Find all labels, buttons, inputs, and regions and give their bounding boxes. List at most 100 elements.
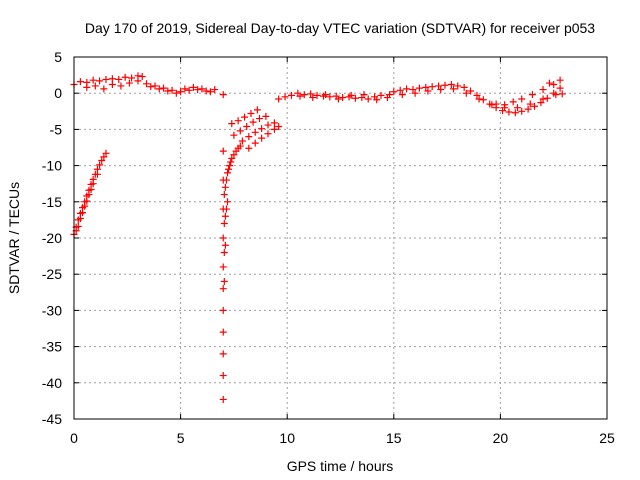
data-point-marker	[89, 76, 97, 84]
data-point-marker	[437, 86, 445, 94]
data-point-marker	[108, 81, 116, 89]
data-point-marker	[270, 125, 278, 133]
data-point-marker	[492, 100, 500, 108]
data-point-marker	[386, 91, 394, 99]
data-point-marker	[245, 144, 253, 152]
data-point-marker	[449, 85, 457, 93]
series-morning-baseline	[70, 72, 227, 99]
y-tick-label: -20	[42, 230, 62, 246]
y-tick-label: -30	[42, 302, 62, 318]
data-point-marker	[198, 85, 206, 93]
data-point-marker	[219, 372, 227, 380]
data-point-marker	[221, 212, 229, 220]
data-point-marker	[251, 128, 259, 136]
data-point-marker	[552, 91, 560, 99]
data-point-marker	[221, 241, 229, 249]
data-point-marker	[121, 73, 129, 81]
x-axis-label: GPS time / hours	[287, 458, 394, 474]
data-point-marker	[83, 83, 91, 91]
data-point-marker	[102, 149, 110, 157]
data-point-marker	[219, 263, 227, 271]
data-point-marker	[556, 76, 564, 84]
data-point-marker	[185, 86, 193, 94]
y-axis-label: SDTVAR / TECUs	[6, 182, 22, 294]
series-recovery-branches	[228, 106, 283, 152]
data-point-marker	[258, 125, 266, 133]
data-point-marker	[202, 87, 210, 95]
axis-ticks: 0 5 10 15 20 25 5 0 -5 -10 -15 -20 -25 -30 -35 -40 -45	[42, 49, 615, 446]
y-tick-label: -35	[42, 339, 62, 355]
data-point-marker	[211, 86, 219, 94]
data-point-marker	[526, 100, 534, 108]
data-point-marker	[219, 350, 227, 358]
data-point-marker	[247, 109, 255, 117]
data-point-marker	[83, 197, 91, 205]
x-tick-label: 15	[386, 430, 402, 446]
data-point-marker	[181, 85, 189, 93]
data-point-marker	[264, 130, 272, 138]
data-point-marker	[142, 80, 150, 88]
data-point-marker	[81, 202, 89, 210]
data-point-marker	[164, 87, 172, 95]
data-point-marker	[236, 127, 244, 135]
data-point-marker	[313, 91, 321, 99]
data-point-marker	[501, 101, 509, 109]
data-points	[70, 72, 566, 403]
series-midday-baseline	[275, 89, 394, 104]
data-point-marker	[275, 123, 283, 131]
data-point-marker	[296, 92, 304, 100]
data-point-marker	[543, 94, 551, 102]
data-point-marker	[222, 205, 230, 213]
y-tick-label: -40	[42, 375, 62, 391]
data-point-marker	[227, 158, 235, 166]
data-point-marker	[281, 93, 289, 101]
data-point-marker	[249, 118, 257, 126]
data-point-marker	[220, 191, 228, 199]
data-point-marker	[98, 157, 106, 165]
x-tick-label: 0	[70, 430, 78, 446]
series-deep-drop	[219, 142, 244, 403]
data-point-marker	[262, 112, 270, 120]
data-point-marker	[428, 83, 436, 91]
data-point-marker	[125, 79, 133, 87]
data-point-marker	[243, 123, 251, 131]
data-point-marker	[219, 285, 227, 293]
data-point-marker	[424, 87, 432, 95]
data-point-marker	[255, 115, 263, 123]
data-point-marker	[300, 91, 308, 99]
data-point-marker	[467, 87, 475, 95]
data-point-marker	[220, 220, 228, 228]
data-point-marker	[513, 104, 521, 112]
data-point-marker	[172, 89, 180, 97]
data-point-marker	[390, 88, 398, 96]
data-point-marker	[373, 96, 381, 104]
data-point-marker	[155, 85, 163, 93]
data-point-marker	[160, 84, 168, 92]
data-point-marker	[545, 79, 553, 87]
data-point-marker	[219, 328, 227, 336]
data-point-marker	[96, 161, 104, 169]
grid	[74, 57, 607, 419]
x-tick-label: 5	[177, 430, 185, 446]
data-point-marker	[100, 85, 108, 93]
series-early-dip-recovery	[70, 149, 110, 238]
data-point-marker	[230, 151, 238, 159]
data-point-marker	[307, 90, 315, 98]
data-point-marker	[539, 95, 547, 103]
data-point-marker	[87, 185, 95, 193]
data-point-marker	[245, 133, 253, 141]
data-point-marker	[403, 85, 411, 93]
data-point-marker	[518, 95, 526, 103]
data-point-marker	[524, 105, 532, 113]
data-point-marker	[117, 82, 125, 90]
data-point-marker	[151, 82, 159, 90]
y-tick-label: -10	[42, 158, 62, 174]
data-point-marker	[238, 137, 246, 145]
y-tick-label: 0	[54, 85, 62, 101]
data-point-marker	[219, 91, 227, 99]
data-point-marker	[415, 84, 423, 92]
y-tick-label: 5	[54, 49, 62, 65]
data-point-marker	[89, 180, 97, 188]
data-point-marker	[224, 169, 232, 177]
